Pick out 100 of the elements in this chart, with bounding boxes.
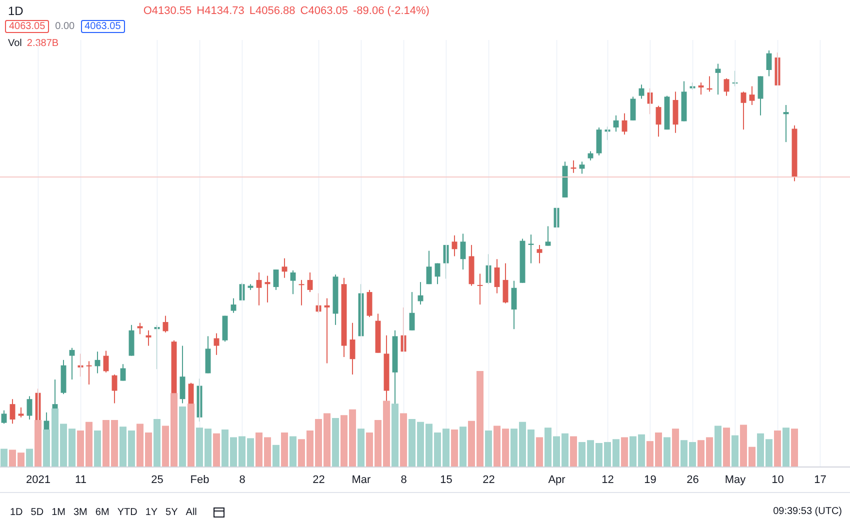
bar bbox=[782, 428, 790, 467]
candlestick bbox=[656, 105, 662, 138]
bar bbox=[272, 444, 280, 467]
x-tick-label: Mar bbox=[352, 474, 372, 486]
text: 1M bbox=[52, 506, 66, 518]
bar bbox=[26, 448, 34, 467]
candlestick bbox=[298, 279, 304, 306]
candlestick bbox=[282, 258, 288, 278]
x-tick-label: 25 bbox=[151, 474, 164, 486]
candlestick bbox=[1, 410, 7, 424]
bar bbox=[154, 419, 161, 467]
text: O4130.55 bbox=[143, 5, 192, 17]
bar bbox=[290, 436, 297, 467]
bar bbox=[392, 404, 399, 467]
bar bbox=[732, 435, 739, 467]
candlestick bbox=[180, 345, 186, 404]
bar bbox=[621, 437, 628, 467]
text: 1Y bbox=[145, 506, 158, 518]
x-tick-label: 22 bbox=[312, 474, 325, 486]
candlestick bbox=[366, 289, 372, 318]
candlestick bbox=[740, 91, 746, 130]
text: 1D bbox=[10, 506, 23, 518]
text: 5D bbox=[30, 506, 44, 518]
bar bbox=[94, 430, 102, 467]
candlestick bbox=[766, 50, 772, 77]
candlestick bbox=[452, 234, 458, 257]
x-tick-label: 17 bbox=[814, 474, 826, 486]
bar bbox=[213, 433, 220, 467]
candlestick bbox=[596, 126, 602, 156]
bar bbox=[485, 430, 492, 467]
text: C4063.05 bbox=[300, 5, 348, 17]
candlestick bbox=[630, 96, 636, 121]
x-tick-label: 8 bbox=[239, 474, 246, 486]
candlestick bbox=[758, 76, 764, 116]
candlestick bbox=[638, 84, 644, 100]
candlestick bbox=[120, 364, 126, 382]
candlestick bbox=[69, 347, 75, 380]
text: Vol bbox=[8, 38, 22, 49]
candlestick bbox=[230, 298, 236, 314]
candlestick bbox=[536, 244, 542, 264]
x-tick-label: 19 bbox=[644, 474, 656, 486]
candlestick bbox=[724, 78, 730, 96]
bar bbox=[179, 406, 186, 467]
bar bbox=[358, 428, 365, 467]
candlestick bbox=[426, 250, 432, 285]
bar bbox=[536, 437, 544, 467]
text: 09:39:53 (UTC) bbox=[773, 506, 842, 517]
candlestick bbox=[307, 272, 313, 293]
candlestick bbox=[10, 398, 16, 424]
bar bbox=[460, 426, 467, 467]
x-tick-label: 2021 bbox=[26, 474, 50, 486]
bar bbox=[0, 448, 8, 467]
x-tick-label: 11 bbox=[75, 474, 86, 486]
candlestick bbox=[112, 374, 118, 404]
x-tick-label: 10 bbox=[772, 474, 784, 486]
text: 4063.05 bbox=[5, 20, 50, 33]
candlestick bbox=[350, 322, 356, 376]
candlestick bbox=[613, 114, 619, 132]
text: 5Y bbox=[166, 506, 178, 518]
candlestick bbox=[26, 396, 32, 420]
bar bbox=[332, 418, 340, 467]
bar bbox=[281, 432, 288, 467]
candlestick bbox=[460, 233, 466, 270]
candlestick bbox=[162, 315, 168, 333]
text: L4056.88 bbox=[249, 5, 296, 17]
text: 6M bbox=[95, 506, 110, 518]
candlestick bbox=[511, 280, 517, 330]
candlestick bbox=[137, 322, 143, 335]
bar bbox=[451, 430, 458, 467]
candlestick bbox=[18, 406, 24, 418]
x-tick-label: May bbox=[724, 474, 746, 486]
candlestick bbox=[545, 226, 551, 246]
x-tick-label: Apr bbox=[548, 474, 566, 486]
x-tick-label: 15 bbox=[440, 474, 452, 486]
candlestick bbox=[273, 269, 279, 290]
bar bbox=[570, 436, 578, 467]
x-tick-label: 22 bbox=[482, 474, 495, 486]
text: YTD bbox=[117, 506, 138, 518]
candlestick bbox=[749, 86, 755, 106]
x-tick-label: Feb bbox=[190, 474, 210, 486]
candlestick bbox=[409, 292, 415, 331]
candlestick bbox=[528, 234, 534, 264]
text: 3M bbox=[74, 506, 88, 518]
candlestick bbox=[214, 332, 220, 356]
candlestick bbox=[86, 360, 92, 386]
text: H4134.73 bbox=[196, 5, 244, 17]
bar bbox=[774, 430, 782, 467]
candlestick bbox=[588, 150, 594, 161]
candlestick bbox=[256, 272, 262, 306]
text: 2.387B bbox=[26, 38, 59, 49]
bar bbox=[664, 437, 671, 467]
chart-title: 1D bbox=[8, 4, 24, 18]
bar bbox=[723, 428, 730, 467]
bar bbox=[791, 428, 798, 467]
x-tick-label: 8 bbox=[400, 474, 407, 486]
text: -89.06 (-2.14%) bbox=[353, 5, 430, 17]
x-tick-label: 12 bbox=[602, 474, 614, 486]
bar bbox=[672, 428, 680, 467]
bar bbox=[400, 413, 408, 467]
candlestick bbox=[502, 262, 508, 304]
